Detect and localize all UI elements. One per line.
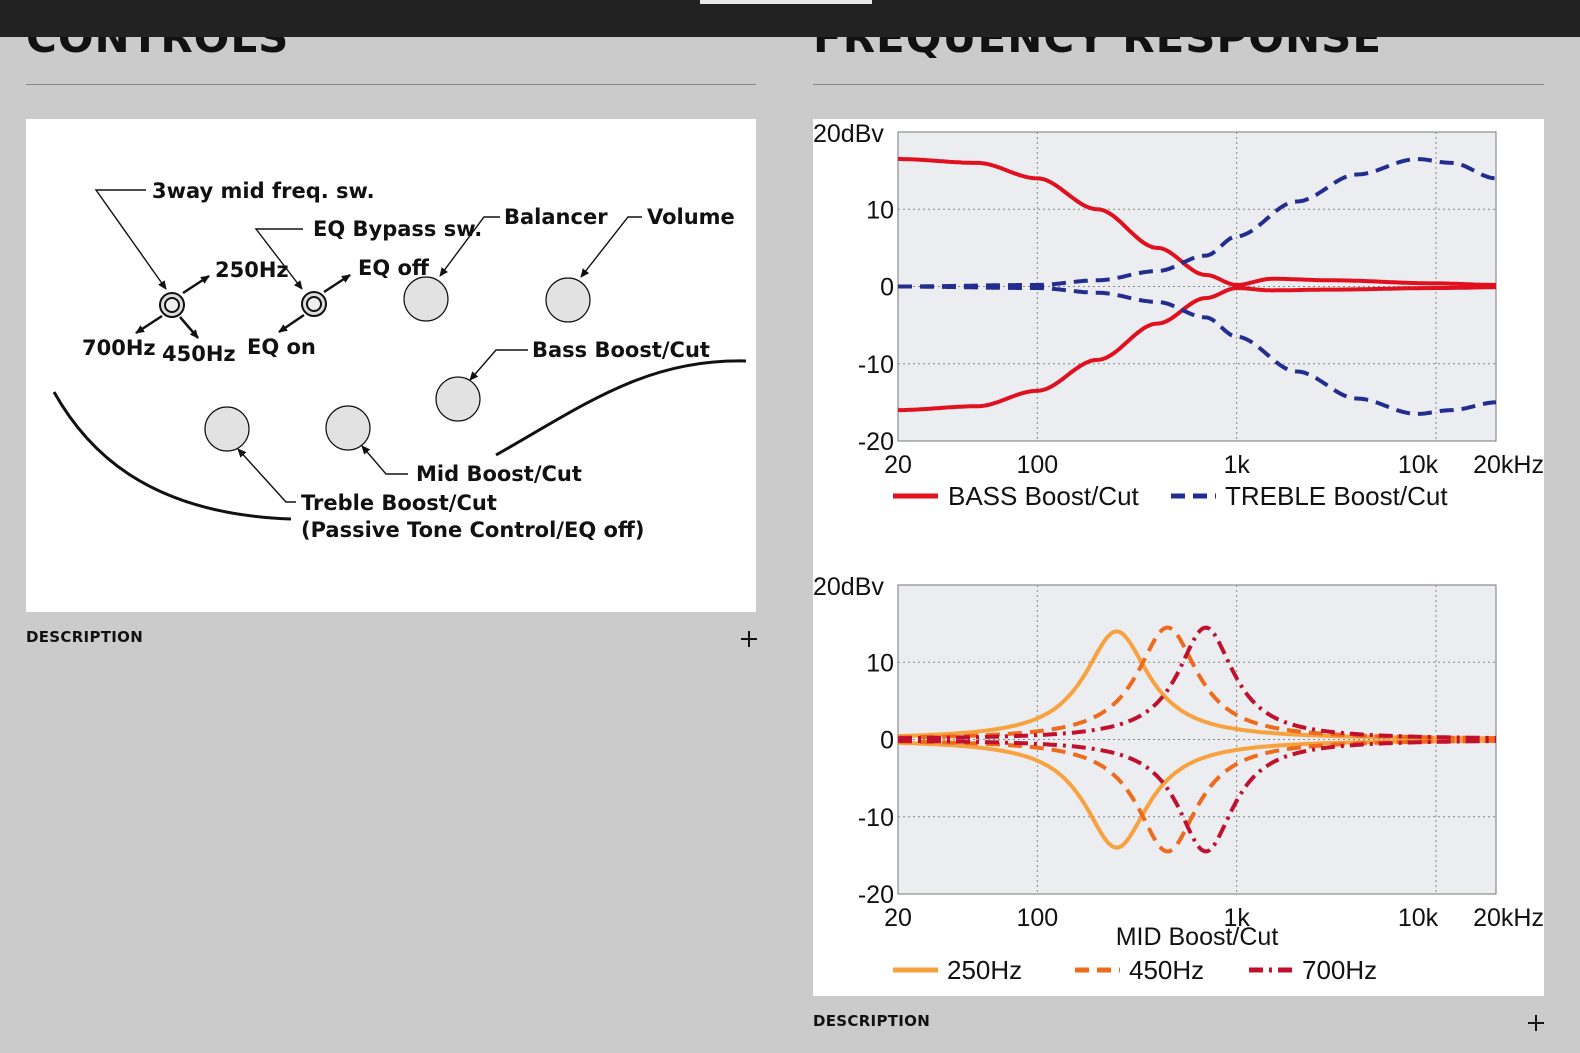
chart2-ytick-label: 0 <box>880 727 894 755</box>
label-eq-bypass-switch: EQ Bypass sw. <box>313 217 482 241</box>
label-volume: Volume <box>647 205 735 229</box>
chart2-xtick-label: 1k <box>1223 904 1250 932</box>
label-bass: Bass Boost/Cut <box>532 338 710 362</box>
label-mid: Mid Boost/Cut <box>416 462 582 486</box>
controls-description-label[interactable]: DESCRIPTION <box>26 628 144 646</box>
chart1-series-treble-boost-cut-boost-line <box>898 156 1497 289</box>
chart1-legend-bass-boost-cut-label: BASS Boost/Cut <box>948 481 1140 511</box>
treble-knob[interactable] <box>204 406 250 452</box>
chart1-legend-treble-boost-cut-label: TREBLE Boost/Cut <box>1225 481 1448 511</box>
label-700hz: 700Hz <box>82 336 156 360</box>
label-eq-on: EQ on <box>247 335 316 359</box>
label-eq-off: EQ off <box>358 256 430 280</box>
chart2-xlabel: MID Boost/Cut <box>1116 923 1279 951</box>
chart1-ytick-label: 10 <box>866 196 894 224</box>
chart1-series-bass-boost-cut-boost-line <box>898 157 1497 288</box>
chart2-xtick-label: 20 <box>884 904 912 932</box>
frequency-description-expand-icon[interactable] <box>1527 1014 1545 1032</box>
frequency-divider <box>813 84 1544 85</box>
brand-logo[interactable] <box>700 0 872 4</box>
mid-knob[interactable] <box>325 405 371 451</box>
chart1-ytick-label: -20 <box>858 428 894 456</box>
balancer-knob[interactable] <box>403 276 449 322</box>
chart2-series-250hz-boost-line <box>898 629 1497 741</box>
chart2-xtick-label: 100 <box>1016 904 1058 932</box>
chart2-xtick-label: 20kHz <box>1473 904 1544 932</box>
chart2-series-700hz-boost-line <box>897 625 1496 741</box>
chart1-xtick-label: 20 <box>884 451 912 479</box>
bass-knob[interactable] <box>435 376 481 422</box>
chart1-xtick-label: 100 <box>1016 451 1058 479</box>
label-mid-freq-switch: 3way mid freq. sw. <box>152 179 375 203</box>
chart2-series-250hz-cut-line <box>898 738 1497 850</box>
chart2-xtick-label: 10k <box>1398 904 1439 932</box>
chart1-ytick-label: 20dBv <box>813 120 884 148</box>
chart2-plot-area <box>897 584 1497 895</box>
chart2-ytick-label: -20 <box>858 881 894 909</box>
eq-bypass-switch[interactable] <box>301 291 327 317</box>
chart2-ytick-label: 20dBv <box>813 573 884 601</box>
label-treble-note: (Passive Tone Control/EQ off) <box>301 518 645 542</box>
chart1-series-bass-boost-cut-cut-line <box>898 285 1496 413</box>
chart2-legend-250hz-label: 250Hz <box>947 955 1022 985</box>
label-450hz: 450Hz <box>162 342 236 366</box>
chart1-series-treble-boost-cut-cut-line <box>898 284 1496 417</box>
controls-diagram: 3way mid freq. sw. 250Hz 700Hz 450Hz EQ … <box>26 119 756 612</box>
label-250hz: 250Hz <box>215 258 289 282</box>
chart2-series-700hz-cut-line <box>897 738 1496 854</box>
chart2-ytick-label: -10 <box>858 804 894 832</box>
frequency-response-charts: 20dBv 10 0 -10 -20 20 100 1k 10k 20kHz BASS Boost/… <box>813 119 1544 996</box>
body-outline-left <box>52 391 292 521</box>
chart1-xtick-label: 10k <box>1398 451 1439 479</box>
controls-description-expand-icon[interactable] <box>740 630 758 648</box>
chart2-ytick-label: 10 <box>866 649 894 677</box>
chart1-ytick-label: 0 <box>880 274 894 302</box>
chart2-legend-450hz-label: 450Hz <box>1129 955 1204 985</box>
body-outline-right <box>495 359 747 457</box>
chart1-xtick-label: 1k <box>1223 451 1250 479</box>
controls-divider <box>26 84 756 85</box>
frequency-description-label[interactable]: DESCRIPTION <box>813 1012 931 1030</box>
label-balancer: Balancer <box>504 205 608 229</box>
top-nav-bar <box>0 0 1580 37</box>
chart2-legend-700hz-label: 700Hz <box>1302 955 1377 985</box>
label-treble: Treble Boost/Cut <box>301 491 497 515</box>
volume-knob[interactable] <box>545 277 591 323</box>
chart1-xtick-label: 20kHz <box>1473 451 1544 479</box>
mid-freq-switch[interactable] <box>159 292 185 318</box>
chart1-ytick-label: -10 <box>858 351 894 379</box>
